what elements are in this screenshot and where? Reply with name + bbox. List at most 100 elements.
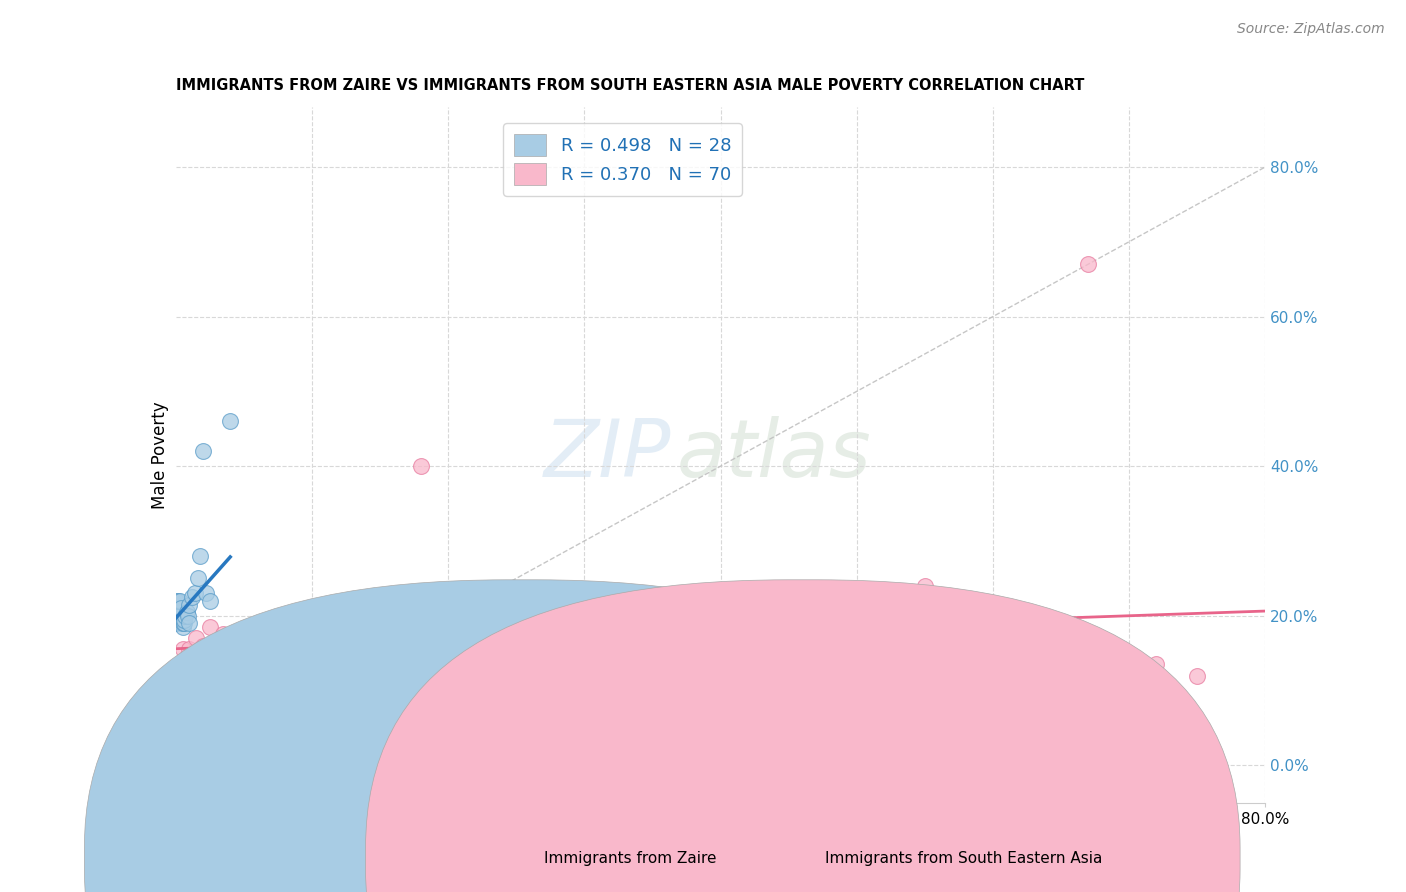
Point — [235, 620, 257, 634]
Point — [173, 616, 195, 631]
Point — [191, 639, 214, 653]
Point — [737, 627, 759, 641]
Point — [641, 668, 664, 682]
Point — [246, 627, 269, 641]
Point — [217, 649, 239, 664]
Point — [546, 635, 568, 649]
Point — [356, 654, 378, 668]
Point — [315, 627, 337, 641]
Point — [267, 639, 290, 653]
Point — [574, 627, 596, 641]
Point — [396, 661, 419, 675]
Point — [172, 642, 194, 657]
Point — [165, 661, 187, 675]
Point — [257, 654, 280, 668]
Point — [600, 668, 623, 682]
Point — [188, 642, 211, 657]
Point — [1077, 257, 1099, 271]
Point — [955, 627, 977, 641]
Point — [342, 627, 364, 641]
Point — [274, 642, 297, 657]
Point — [981, 642, 1004, 657]
Point — [208, 649, 231, 664]
Point — [287, 642, 309, 657]
Point — [172, 620, 194, 634]
Y-axis label: Male Poverty: Male Poverty — [150, 401, 169, 508]
Legend: R = 0.498   N = 28, R = 0.370   N = 70: R = 0.498 N = 28, R = 0.370 N = 70 — [503, 123, 742, 196]
Point — [202, 642, 225, 657]
Point — [198, 594, 221, 608]
Point — [169, 594, 191, 608]
Point — [294, 627, 316, 641]
Point — [437, 627, 460, 641]
Point — [173, 613, 195, 627]
Point — [219, 646, 242, 660]
Point — [260, 631, 283, 645]
Point — [188, 549, 211, 563]
Point — [179, 598, 201, 612]
Point — [170, 601, 193, 615]
Point — [186, 631, 208, 645]
Point — [301, 635, 323, 649]
Point — [165, 594, 187, 608]
Point — [519, 635, 541, 649]
Point — [212, 642, 235, 657]
Point — [1187, 668, 1209, 682]
Point — [464, 635, 486, 649]
Point — [253, 639, 276, 653]
Text: Immigrants from South Eastern Asia: Immigrants from South Eastern Asia — [825, 851, 1102, 866]
Point — [172, 616, 194, 631]
Point — [177, 608, 200, 623]
Point — [239, 631, 262, 645]
Point — [328, 627, 350, 641]
Point — [1118, 661, 1140, 675]
Point — [194, 586, 217, 600]
Point — [778, 635, 800, 649]
Point — [1010, 661, 1032, 675]
Point — [382, 649, 405, 664]
Text: IMMIGRANTS FROM ZAIRE VS IMMIGRANTS FROM SOUTH EASTERN ASIA MALE POVERTY CORRELA: IMMIGRANTS FROM ZAIRE VS IMMIGRANTS FROM… — [176, 78, 1084, 94]
Point — [212, 714, 235, 728]
Point — [165, 601, 187, 615]
Point — [226, 642, 249, 657]
Point — [219, 414, 242, 428]
Point — [186, 649, 208, 664]
Point — [167, 594, 190, 608]
Text: Immigrants from Zaire: Immigrants from Zaire — [544, 851, 717, 866]
Point — [280, 631, 302, 645]
Point — [174, 608, 197, 623]
Point — [184, 586, 207, 600]
Point — [179, 616, 201, 631]
Point — [368, 654, 391, 668]
Point — [873, 642, 896, 657]
Point — [179, 642, 201, 657]
Point — [191, 444, 214, 458]
Point — [186, 571, 209, 585]
Point — [232, 624, 254, 638]
Point — [682, 654, 704, 668]
Point — [167, 608, 190, 623]
Point — [818, 654, 841, 668]
Point — [222, 635, 245, 649]
Point — [710, 594, 733, 608]
Point — [1050, 657, 1073, 672]
Point — [249, 631, 271, 645]
Point — [194, 649, 217, 664]
Point — [212, 627, 235, 641]
Point — [181, 590, 204, 604]
Point — [492, 627, 515, 641]
Point — [176, 649, 198, 664]
Point — [205, 639, 228, 653]
Point — [176, 605, 198, 619]
Point — [845, 635, 868, 649]
Point — [409, 459, 432, 474]
Point — [170, 616, 193, 631]
Point — [1144, 657, 1167, 672]
Point — [914, 579, 936, 593]
Text: ZIP: ZIP — [544, 416, 672, 494]
Point — [205, 635, 228, 649]
Point — [198, 642, 221, 657]
Text: atlas: atlas — [678, 416, 872, 494]
Point — [167, 676, 190, 690]
Point — [198, 620, 221, 634]
